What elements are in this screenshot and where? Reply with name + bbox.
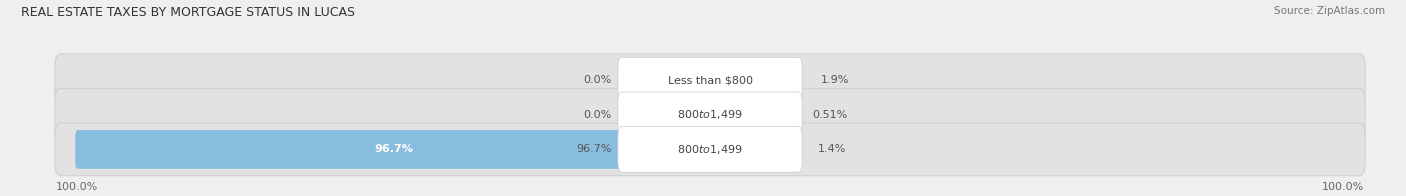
Text: 96.7%: 96.7% (374, 144, 413, 154)
FancyBboxPatch shape (55, 123, 1365, 176)
Text: Less than $800: Less than $800 (668, 75, 752, 85)
FancyBboxPatch shape (55, 88, 1365, 141)
FancyBboxPatch shape (707, 61, 725, 100)
FancyBboxPatch shape (55, 54, 1365, 106)
FancyBboxPatch shape (707, 130, 721, 169)
Text: 1.4%: 1.4% (818, 144, 846, 154)
FancyBboxPatch shape (707, 95, 716, 134)
Text: $800 to $1,499: $800 to $1,499 (678, 143, 742, 156)
Text: 100.0%: 100.0% (56, 182, 98, 192)
Text: 96.7%: 96.7% (576, 144, 612, 154)
FancyBboxPatch shape (617, 57, 803, 103)
FancyBboxPatch shape (75, 130, 713, 169)
Text: 0.51%: 0.51% (813, 110, 848, 120)
Text: REAL ESTATE TAXES BY MORTGAGE STATUS IN LUCAS: REAL ESTATE TAXES BY MORTGAGE STATUS IN … (21, 6, 356, 19)
Text: $800 to $1,499: $800 to $1,499 (678, 108, 742, 121)
Text: 100.0%: 100.0% (1322, 182, 1364, 192)
FancyBboxPatch shape (617, 127, 803, 172)
FancyBboxPatch shape (617, 92, 803, 138)
Text: 0.0%: 0.0% (583, 75, 612, 85)
Text: Source: ZipAtlas.com: Source: ZipAtlas.com (1274, 6, 1385, 16)
Text: 1.9%: 1.9% (821, 75, 849, 85)
Text: 0.0%: 0.0% (583, 110, 612, 120)
